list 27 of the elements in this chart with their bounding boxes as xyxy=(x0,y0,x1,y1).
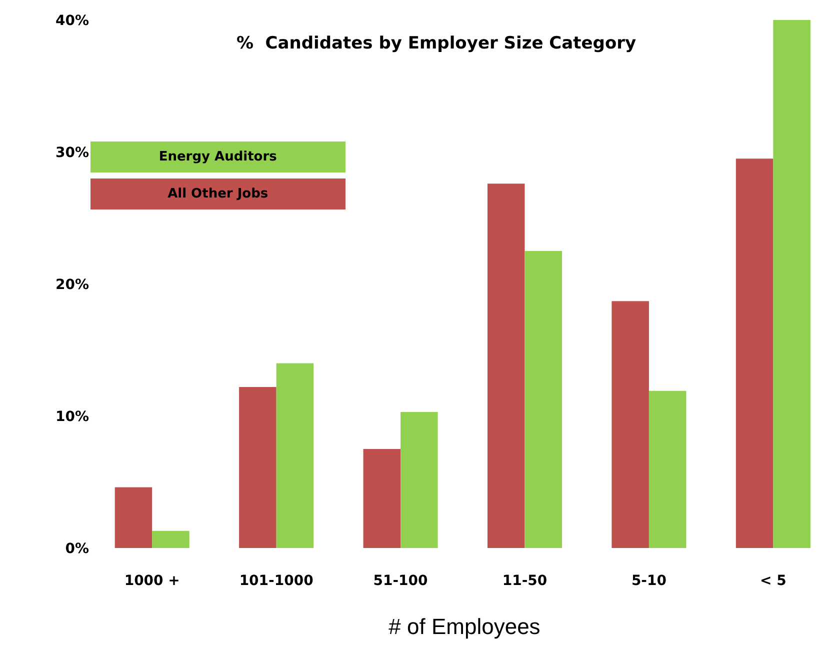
bar xyxy=(152,530,190,548)
bar xyxy=(524,251,562,548)
x-tick-label: 1000 + xyxy=(124,573,180,589)
y-tick-label: 20% xyxy=(55,276,89,293)
text: % Candidates by Employer Size Category xyxy=(236,34,636,54)
x-axis-title: # of Employees xyxy=(388,614,540,639)
text: Energy Auditors xyxy=(158,150,278,164)
x-tick-label: 51-100 xyxy=(373,573,428,589)
bar xyxy=(239,386,276,548)
bar xyxy=(648,390,686,548)
y-tick-label: 40% xyxy=(55,12,89,29)
bar xyxy=(114,487,152,548)
bar xyxy=(487,184,525,548)
x-tick-label: < 5 xyxy=(760,573,786,589)
y-tick-label: 0% xyxy=(65,540,89,557)
y-tick-label: 30% xyxy=(55,144,89,161)
bar xyxy=(400,412,438,548)
x-tick-label: 11-50 xyxy=(502,573,548,589)
bar xyxy=(612,301,649,548)
bar xyxy=(276,363,314,548)
bar xyxy=(736,158,774,548)
x-tick-label: 101-1000 xyxy=(239,573,314,589)
y-tick-label: 10% xyxy=(55,408,89,425)
x-tick-label: 5-10 xyxy=(631,573,667,589)
bar xyxy=(363,449,401,548)
bar xyxy=(773,20,810,548)
text: All Other Jobs xyxy=(168,186,268,202)
